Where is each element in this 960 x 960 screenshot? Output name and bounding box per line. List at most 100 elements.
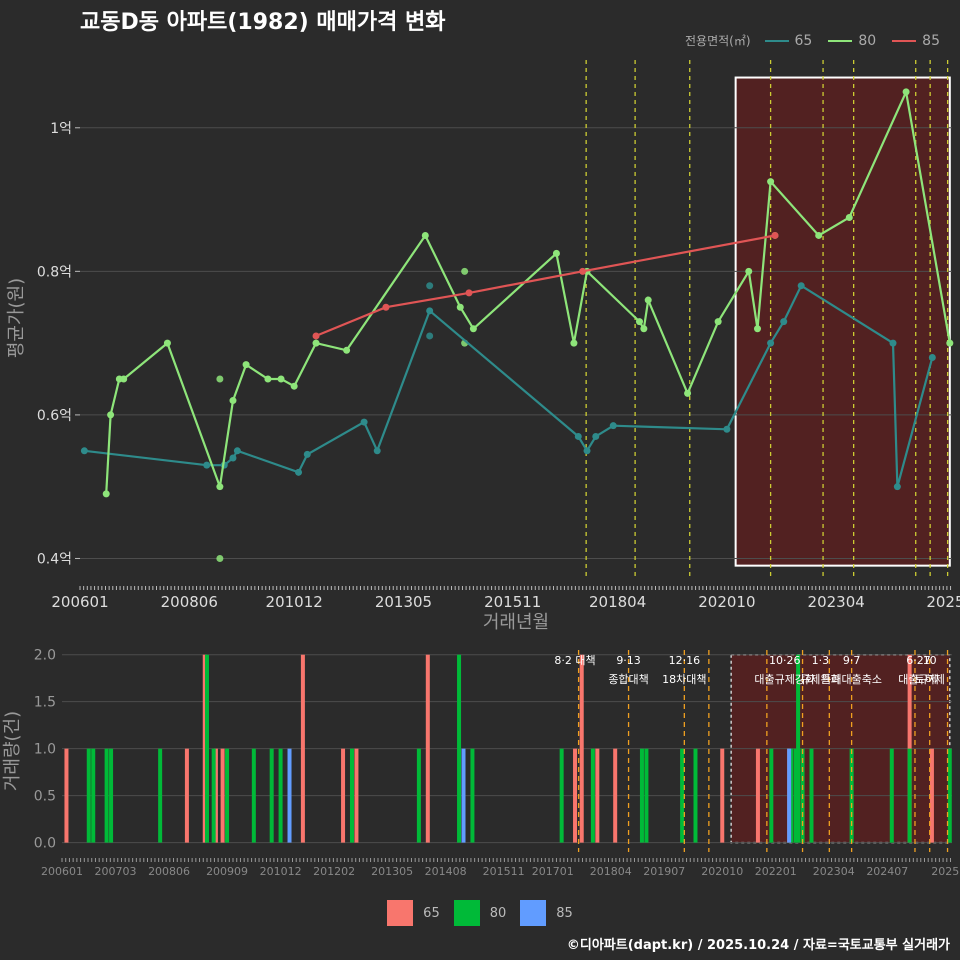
data-point-65 [889, 340, 896, 347]
x-tick-label-bottom: 201701 [532, 865, 574, 878]
policy-label-date: 10·26 [769, 654, 801, 667]
data-point-80 [103, 490, 110, 497]
scatter-point-65 [426, 282, 433, 289]
bar-65 [64, 749, 68, 843]
data-point-65 [929, 354, 936, 361]
policy-label-name: 특례대출축소 [821, 673, 882, 686]
bar-legend-swatch-85 [520, 900, 546, 926]
data-point-85 [579, 268, 586, 275]
bar-80 [158, 749, 162, 843]
x-tick-label-bottom: 201012 [260, 865, 302, 878]
bar-80 [908, 749, 912, 843]
data-point-80 [313, 340, 320, 347]
series-line-85 [316, 236, 775, 336]
bar-65 [426, 655, 430, 843]
highlight-region [736, 78, 950, 566]
x-tick-label-bottom: 202407 [866, 865, 908, 878]
bar-85 [787, 749, 791, 843]
x-tick-label: 200806 [161, 593, 218, 611]
bar-65 [573, 749, 577, 843]
bar-80 [105, 749, 109, 843]
data-point-65 [894, 483, 901, 490]
bar-80 [644, 749, 648, 843]
data-point-80 [470, 325, 477, 332]
x-minor-ticks [80, 586, 951, 590]
data-point-80 [216, 483, 223, 490]
x-tick-label: 201012 [266, 593, 323, 611]
x-tick-label-bottom: 200703 [95, 865, 137, 878]
bar-65 [595, 749, 599, 843]
data-point-80 [645, 297, 652, 304]
y-axis-title: 평균가(원) [6, 278, 27, 358]
y-tick-label-bottom: 0.5 [34, 789, 56, 805]
bar-legend-item-85: 85 [520, 900, 573, 926]
data-point-85 [382, 304, 389, 311]
data-point-65 [295, 469, 302, 476]
y-tick-label: 0.4억 [37, 551, 72, 567]
bar-80 [948, 749, 952, 843]
bar-80 [693, 749, 697, 843]
data-point-80 [107, 411, 114, 418]
bar-80 [640, 749, 644, 843]
y-tick-label-bottom: 1.0 [34, 742, 56, 758]
data-point-80 [715, 318, 722, 325]
data-point-80 [745, 268, 752, 275]
bar-85 [288, 749, 292, 843]
bar-65 [580, 655, 584, 843]
y-axis-title-bottom: 거래량(건) [2, 711, 23, 791]
bar-85 [462, 749, 466, 843]
bar-legend-label-85: 85 [556, 906, 573, 921]
policy-label-name: 18차대책 [662, 673, 706, 686]
bar-80 [252, 749, 256, 843]
data-point-80 [422, 232, 429, 239]
bar-80 [87, 749, 91, 843]
x-tick-label: 2025 [926, 593, 960, 611]
bar-legend-item-80: 80 [454, 900, 507, 926]
y-tick-label-bottom: 2.0 [34, 648, 56, 664]
bar-80 [279, 749, 283, 843]
data-point-85 [466, 289, 473, 296]
x-tick-label-bottom: 200806 [148, 865, 190, 878]
policy-label-date: 1·3 [812, 654, 830, 667]
data-point-65 [780, 318, 787, 325]
bar-legend-label-80: 80 [490, 906, 507, 921]
data-point-85 [771, 232, 778, 239]
data-point-65 [592, 433, 599, 440]
data-point-65 [426, 307, 433, 314]
bar-80 [680, 749, 684, 843]
scatter-point-80 [216, 555, 223, 562]
y-tick-label: 0.6억 [37, 408, 72, 424]
data-point-80 [243, 361, 250, 368]
y-tick-label-bottom: 1.5 [34, 695, 56, 711]
bar-65 [720, 749, 724, 843]
bar-80 [270, 749, 274, 843]
data-point-80 [164, 340, 171, 347]
data-point-80 [754, 325, 761, 332]
chart-svg: 0.4억0.6억0.8억1억200601 200806 201012 201305 20… [0, 0, 960, 900]
x-tick-label-bottom: 201907 [643, 865, 685, 878]
bar-legend-label-65: 65 [423, 906, 440, 921]
data-point-80 [684, 390, 691, 397]
policy-label-name: 종합대책 [608, 673, 648, 686]
x-tick-label: 202010 [698, 593, 755, 611]
data-point-80 [570, 340, 577, 347]
data-point-80 [846, 214, 853, 221]
bar-80 [350, 749, 354, 843]
data-point-80 [767, 178, 774, 185]
bar-80 [91, 749, 95, 843]
data-point-65 [723, 426, 730, 433]
data-point-65 [584, 447, 591, 454]
x-tick-label-bottom: 201202 [313, 865, 355, 878]
data-point-80 [278, 376, 285, 383]
data-point-80 [264, 376, 271, 383]
y-tick-label-bottom: 0.0 [34, 836, 56, 852]
x-tick-label: 202304 [808, 593, 865, 611]
data-point-85 [313, 332, 320, 339]
x-tick-label-bottom: 200601 [41, 865, 83, 878]
data-point-65 [798, 282, 805, 289]
data-point-65 [229, 454, 236, 461]
bar-65 [613, 749, 617, 843]
data-point-80 [815, 232, 822, 239]
policy-label-date: 9·7 [843, 654, 861, 667]
bar-legend-swatch-65 [387, 900, 413, 926]
